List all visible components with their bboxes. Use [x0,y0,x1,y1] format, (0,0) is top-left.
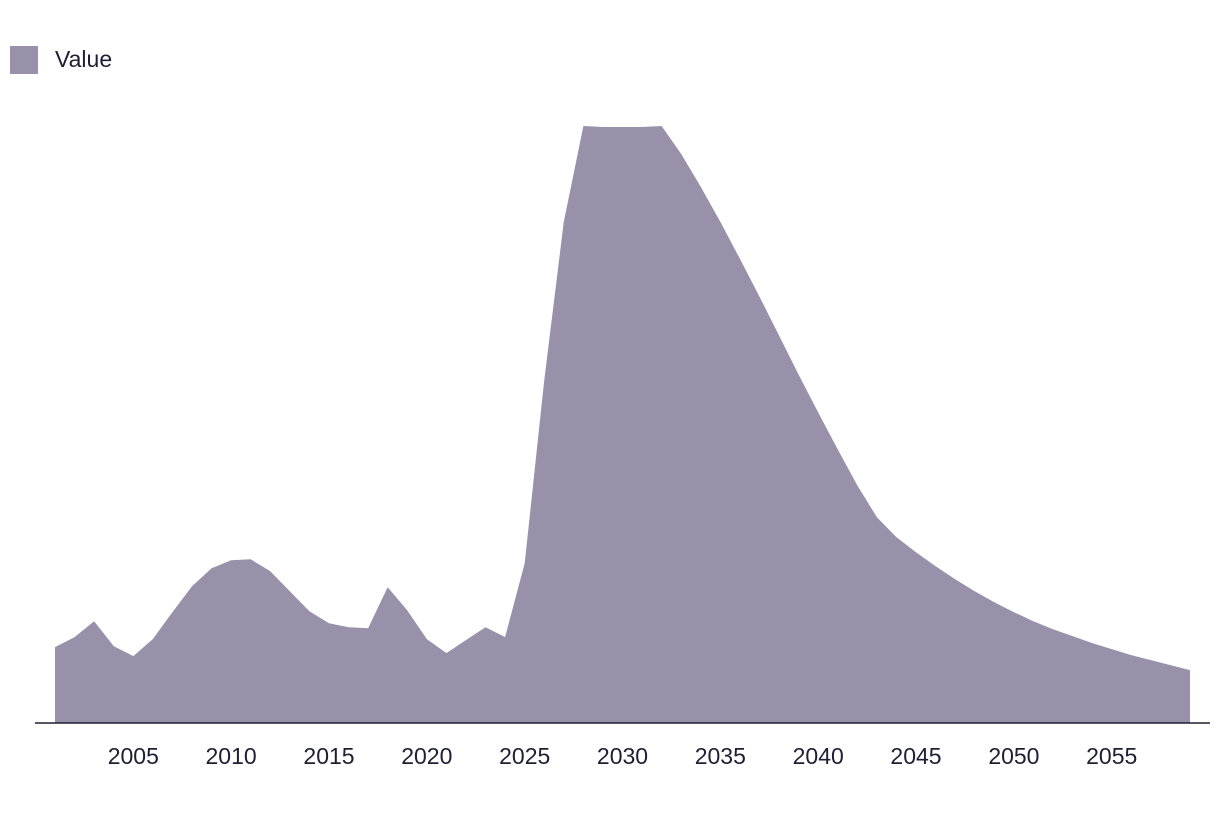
x-tick-label: 2040 [793,743,844,769]
x-tick-label: 2035 [695,743,746,769]
area-series-value [55,126,1190,723]
legend-swatch [10,45,38,74]
x-tick-label: 2030 [597,743,648,769]
x-tick-label: 2055 [1086,743,1137,769]
x-tick-label: 2050 [988,743,1039,769]
x-axis-tick-labels: 2005 2010 2015 2020 2025 2030 2035 2040 2045 2050… [108,743,1138,769]
x-tick-label: 2045 [890,743,941,769]
x-tick-label: 2010 [206,743,257,769]
x-tick-label: 2015 [303,743,354,769]
x-tick-label: 2005 [108,743,159,769]
x-tick-label: 2025 [499,743,550,769]
legend-label: Value [55,46,113,72]
legend: Value [10,45,112,74]
x-tick-label: 2020 [401,743,452,769]
